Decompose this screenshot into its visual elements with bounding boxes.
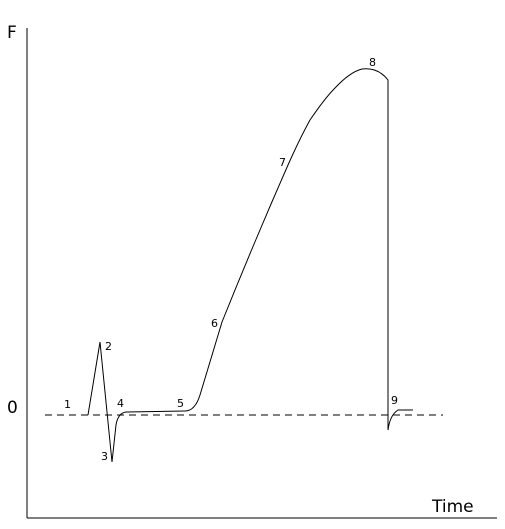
point-label: 5 — [177, 397, 184, 410]
point-label: 4 — [117, 397, 124, 410]
point-label: 3 — [101, 450, 108, 463]
point-label: 2 — [105, 340, 112, 353]
point-label: 1 — [64, 398, 71, 411]
point-label: 8 — [369, 56, 376, 69]
point-label: 6 — [211, 317, 218, 330]
point-label: 7 — [279, 156, 286, 169]
zero-label: 0 — [7, 398, 18, 418]
force-curve — [87, 68, 413, 463]
x-axis-label: Time — [431, 497, 474, 517]
y-axis-label: F — [7, 23, 17, 43]
point-label: 9 — [391, 394, 398, 407]
